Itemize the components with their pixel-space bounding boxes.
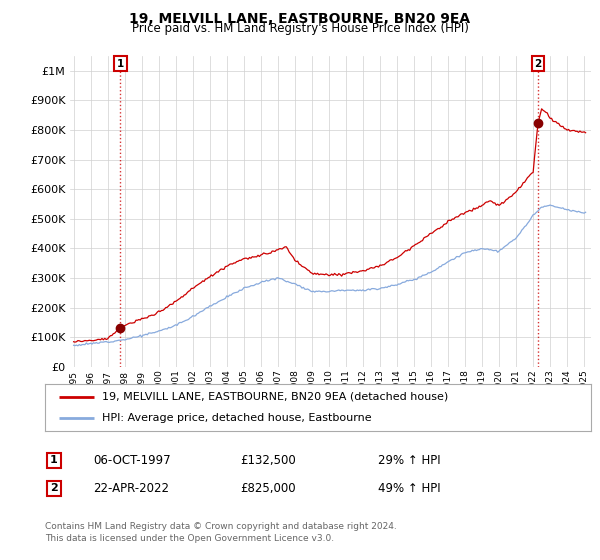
Text: 06-OCT-1997: 06-OCT-1997 [93,454,170,467]
Text: HPI: Average price, detached house, Eastbourne: HPI: Average price, detached house, East… [103,413,372,423]
Text: 29% ↑ HPI: 29% ↑ HPI [378,454,440,467]
Text: 2: 2 [535,59,542,69]
Text: £132,500: £132,500 [240,454,296,467]
Text: Price paid vs. HM Land Registry's House Price Index (HPI): Price paid vs. HM Land Registry's House … [131,22,469,35]
Text: 19, MELVILL LANE, EASTBOURNE, BN20 9EA (detached house): 19, MELVILL LANE, EASTBOURNE, BN20 9EA (… [103,392,449,402]
Text: 22-APR-2022: 22-APR-2022 [93,482,169,495]
Text: 19, MELVILL LANE, EASTBOURNE, BN20 9EA: 19, MELVILL LANE, EASTBOURNE, BN20 9EA [130,12,470,26]
Text: Contains HM Land Registry data © Crown copyright and database right 2024.
This d: Contains HM Land Registry data © Crown c… [45,522,397,543]
Text: 2: 2 [50,483,58,493]
Text: 1: 1 [50,455,58,465]
Text: 1: 1 [117,59,124,69]
Text: £825,000: £825,000 [240,482,296,495]
Text: 49% ↑ HPI: 49% ↑ HPI [378,482,440,495]
